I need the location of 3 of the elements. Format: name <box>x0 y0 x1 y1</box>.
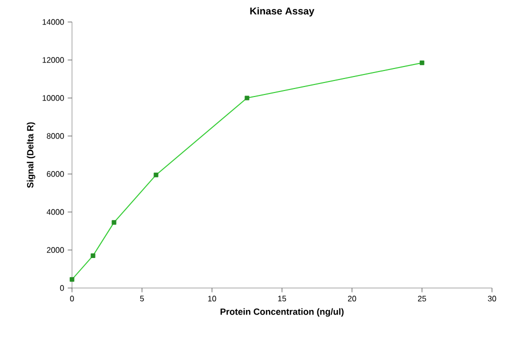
y-axis-title: Signal (Delta R) <box>26 122 36 188</box>
x-axis-title: Protein Concentration (ng/ul) <box>220 308 344 317</box>
chart-title: Kinase Assay <box>250 7 314 16</box>
